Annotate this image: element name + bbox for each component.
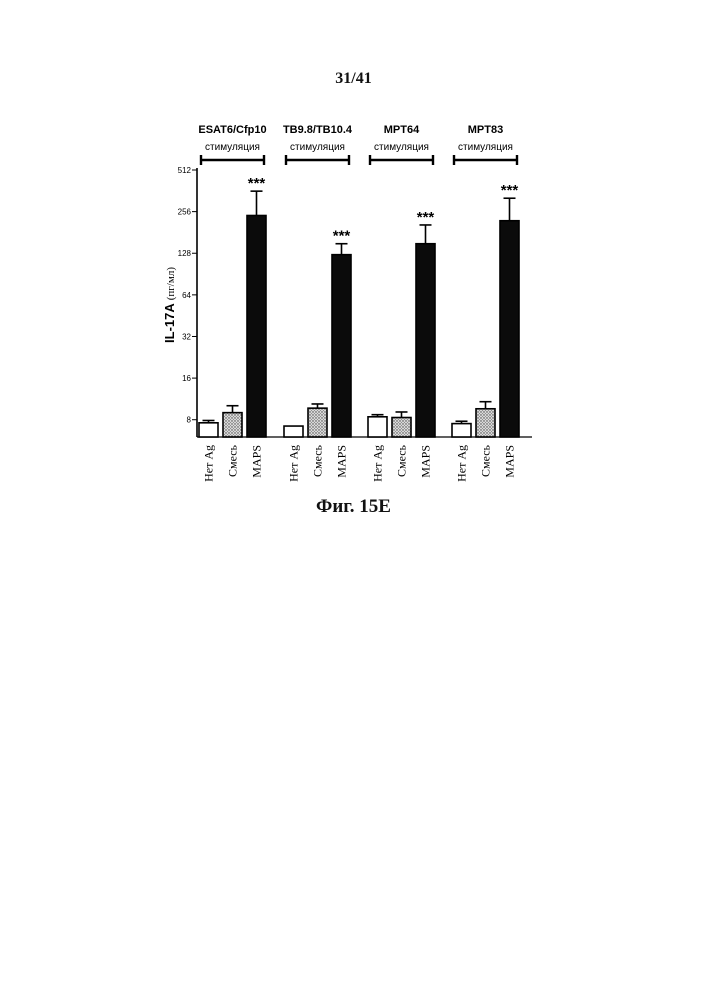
bar-mix xyxy=(223,413,242,437)
significance-label: *** xyxy=(501,182,519,199)
group-subtitle: стимуляция xyxy=(458,142,513,153)
category-label: Нет Ag xyxy=(371,445,385,482)
bar-mix xyxy=(308,408,327,437)
category-label: Нет Ag xyxy=(287,445,301,482)
bar-maps xyxy=(500,221,519,437)
group-title: MPT83 xyxy=(468,124,503,136)
bar-maps xyxy=(332,255,351,437)
y-axis-label-unit: (пг/мл) xyxy=(165,267,177,301)
figure-caption: Фиг. 15E xyxy=(0,496,707,518)
bar-mix xyxy=(476,409,495,437)
category-label: Смесь xyxy=(395,444,409,477)
bar-mix xyxy=(392,418,411,437)
y-axis-label: IL-17A (пг/мл) xyxy=(162,267,177,343)
category-label: Нет Ag xyxy=(202,445,216,482)
group-subtitle: стимуляция xyxy=(374,142,429,153)
bars: *** *** *** *** xyxy=(199,175,519,437)
bar-maps xyxy=(247,215,266,437)
y-tick-label: 512 xyxy=(178,166,192,175)
significance-label: *** xyxy=(417,209,435,226)
category-labels: Нет Ag Смесь MAPS Нет Ag Смесь MAPS Нет Ag Смес… xyxy=(202,444,517,481)
bar-no-ag xyxy=(199,423,218,437)
y-axis-label-main: IL-17A xyxy=(162,303,177,343)
bar-no-ag xyxy=(452,424,471,437)
bar-no-ag xyxy=(284,426,303,437)
y-tick-label: 128 xyxy=(178,249,192,258)
y-tick-label: 32 xyxy=(182,332,191,341)
bar-maps xyxy=(416,244,435,437)
y-tick-label: 16 xyxy=(182,374,191,383)
significance-label: *** xyxy=(248,175,266,192)
group-title: TB9.8/TB10.4 xyxy=(283,124,353,136)
category-label: MAPS xyxy=(503,445,517,478)
group-subtitle: стимуляция xyxy=(290,142,345,153)
group-title: MPT64 xyxy=(384,124,420,136)
group-subtitle: стимуляция xyxy=(205,142,260,153)
category-label: Смесь xyxy=(226,444,240,477)
category-label: MAPS xyxy=(419,445,433,478)
category-label: Нет Ag xyxy=(455,445,469,482)
y-tick-label: 8 xyxy=(187,416,192,425)
stimulation-groups: ESAT6/Cfp10 стимуляция TB9.8/TB10.4 стимуля… xyxy=(198,124,517,165)
category-label: Смесь xyxy=(479,444,493,477)
y-tick-label: 64 xyxy=(182,291,191,300)
group-title: ESAT6/Cfp10 xyxy=(198,124,266,136)
significance-label: *** xyxy=(333,228,351,245)
bar-no-ag xyxy=(368,417,387,437)
category-label: MAPS xyxy=(250,445,264,478)
category-label: Смесь xyxy=(311,444,325,477)
category-label: MAPS xyxy=(335,445,349,478)
y-tick-label: 256 xyxy=(178,208,192,217)
